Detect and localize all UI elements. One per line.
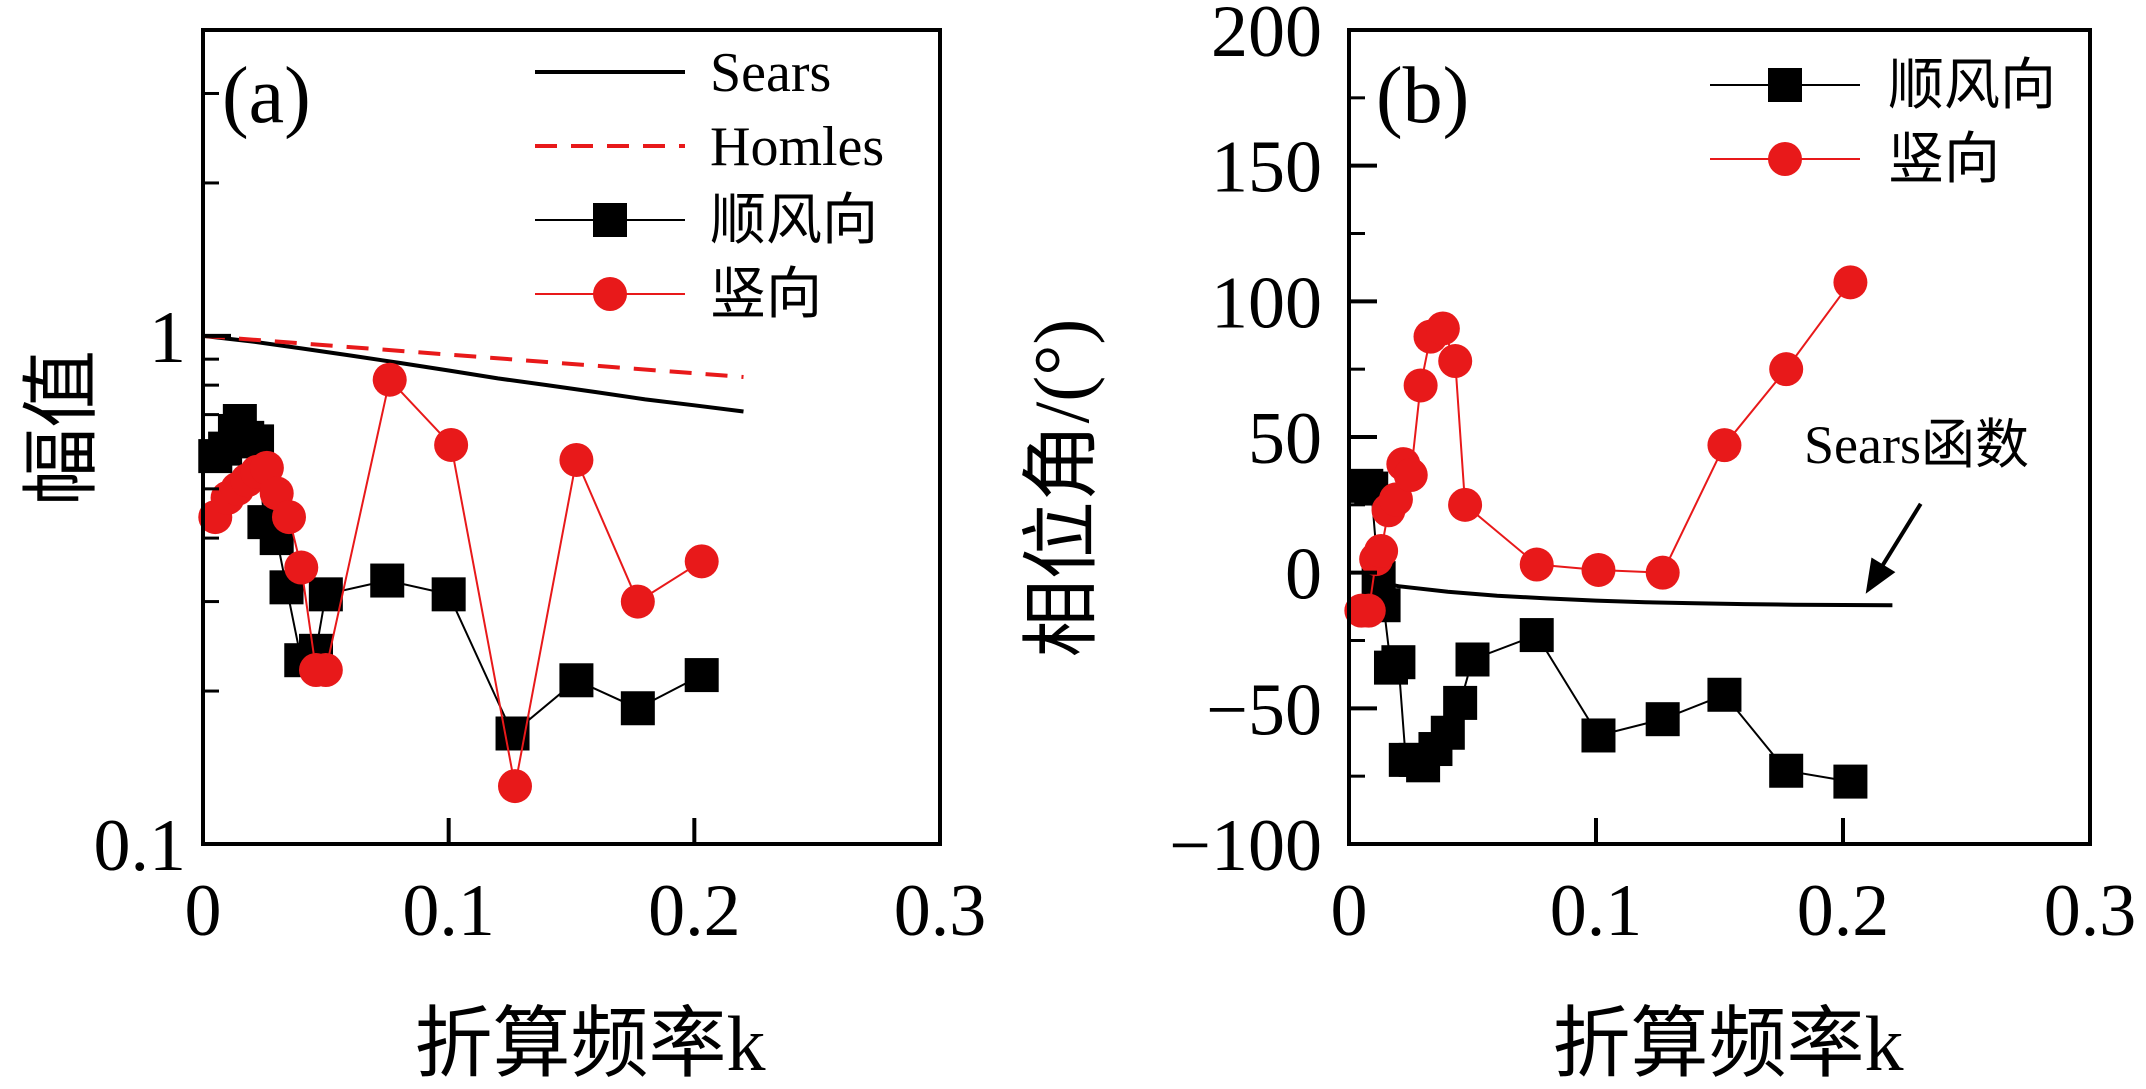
sears-line	[202, 333, 744, 414]
vertical-point	[1403, 368, 1438, 403]
vertical-point	[1438, 344, 1473, 379]
x-tick-label: 0.2	[1797, 870, 1890, 952]
panel-b-frame	[1347, 28, 2092, 846]
x-tick-label: 0.1	[402, 870, 495, 952]
y-tick-label: 0.1	[94, 805, 187, 887]
along-wind-point	[1581, 718, 1616, 753]
y-tick-label: 1	[149, 297, 186, 379]
along-wind-point	[1443, 685, 1478, 720]
vertical-point	[1833, 265, 1868, 300]
panel-b-ticks: 0 0.1 0.2 0.3 −100 −50 0 50 100 150 200	[1169, 0, 2136, 952]
panel-a-label: (a)	[222, 52, 311, 140]
along-wind-point	[559, 663, 594, 698]
vertical-point	[1364, 533, 1399, 568]
along-wind-point	[1519, 618, 1554, 653]
vertical-point	[1425, 311, 1460, 346]
panel-b-label: (b)	[1376, 52, 1469, 140]
vertical-point	[1645, 555, 1680, 590]
panel-a-plot-area	[198, 333, 744, 804]
b-series-along-wind	[1349, 468, 1868, 799]
along-wind-point	[684, 658, 719, 693]
vertical-point	[308, 653, 343, 688]
along-wind-point	[1707, 677, 1742, 712]
vertical-point	[1448, 487, 1483, 522]
vertical-point	[559, 442, 594, 477]
along-wind-point	[431, 577, 466, 612]
legend-vertical-label: 竖向	[710, 264, 822, 326]
along-wind-point	[1769, 753, 1804, 788]
legend-along-wind-label: 顺风向	[710, 190, 878, 252]
along-wind-point	[1381, 645, 1416, 680]
vertical-point	[1707, 428, 1742, 463]
sears-annotation-arrowhead	[1865, 557, 1896, 594]
a-series-homles	[202, 333, 744, 379]
legend-along-wind-marker	[1768, 68, 1802, 102]
panel-a-frame	[201, 28, 942, 846]
y-tick-label: 100	[1211, 262, 1322, 344]
homles-line	[202, 333, 744, 379]
y-tick-label: 50	[1248, 398, 1322, 480]
sears-annotation-text: Sears函数	[1804, 415, 2029, 475]
y-tick-label: 0	[1285, 534, 1322, 616]
b-series-vertical	[1344, 265, 1868, 628]
vertical-point	[1769, 352, 1804, 387]
b-series-sears	[1385, 581, 1893, 608]
legend-vertical-label: 竖向	[1888, 129, 2000, 191]
legend-homles-label: Homles	[710, 116, 884, 178]
sears-line	[1385, 581, 1893, 608]
along-wind-point	[495, 716, 530, 751]
vertical-point	[271, 500, 306, 535]
a-series-sears	[202, 333, 744, 414]
y-tick-label: 200	[1211, 0, 1322, 73]
panel-a-ylabel: 幅值	[18, 350, 105, 506]
along-wind-point	[1455, 642, 1490, 677]
legend-vertical-marker	[593, 277, 627, 311]
x-tick-label: 0.1	[1550, 870, 1643, 952]
vertical-point	[620, 584, 655, 619]
along-wind-point	[1430, 715, 1465, 750]
vertical-point	[434, 427, 469, 462]
legend-along-wind-marker	[593, 203, 627, 237]
x-tick-label: 0.3	[2044, 870, 2137, 952]
vertical-point	[684, 544, 719, 579]
panel-a: 0 0.1 0.2 0.30.11 (a) 折算频率k 幅值 SearsHomles顺…	[18, 28, 987, 1087]
x-tick-label: 0.2	[648, 870, 741, 952]
panel-a-xlabel: 折算频率k	[414, 1000, 765, 1087]
along-wind-point	[620, 691, 655, 726]
along-wind-point	[1833, 764, 1868, 799]
x-tick-label: 0.3	[894, 870, 987, 952]
legend-sears-label: Sears	[710, 42, 831, 104]
panel-b-plot-area	[1344, 265, 1893, 799]
sears-annotation: Sears函数	[1804, 415, 2029, 594]
y-tick-label: −50	[1206, 669, 1322, 751]
vertical-point	[1581, 552, 1616, 587]
vertical-point	[372, 362, 407, 397]
panel-b-xlabel: 折算频率k	[1552, 1000, 1903, 1087]
vertical-point	[1519, 547, 1554, 582]
y-tick-label: −100	[1169, 805, 1322, 887]
vertical-point	[1378, 482, 1413, 517]
vertical-point	[497, 769, 532, 804]
along-wind-point	[1645, 702, 1680, 737]
legend-along-wind-label: 顺风向	[1888, 55, 2056, 117]
vertical-point	[1351, 593, 1386, 628]
x-tick-label: 0	[1331, 870, 1368, 952]
x-tick-label: 0	[185, 870, 222, 952]
vertical-point	[284, 550, 319, 585]
y-tick-label: 150	[1211, 127, 1322, 209]
along-wind-point	[370, 563, 405, 598]
a-series-along-wind	[198, 404, 719, 751]
panel-b-ylabel: 相位角/(°)	[1018, 319, 1105, 658]
vertical-point	[249, 450, 284, 485]
along-wind-point	[308, 577, 343, 612]
legend-vertical-marker	[1768, 142, 1802, 176]
vertical-point	[1393, 457, 1428, 492]
a-series-vertical	[198, 362, 719, 804]
